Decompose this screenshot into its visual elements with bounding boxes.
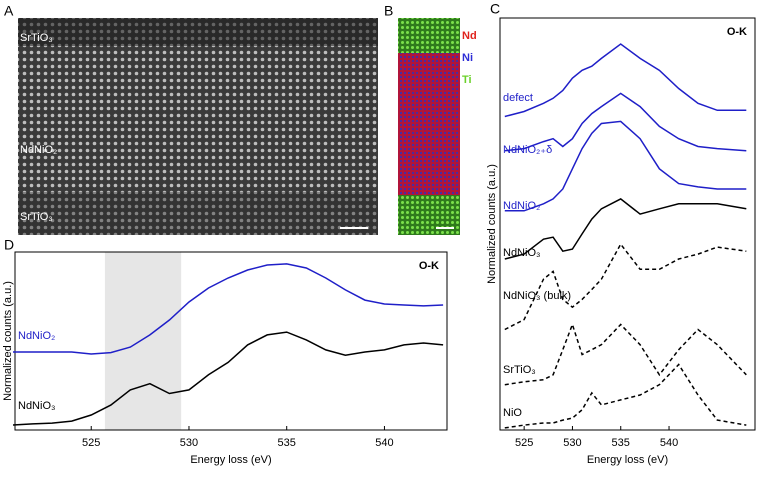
x-axis-label: Energy loss (eV) (587, 454, 668, 466)
series-label: SrTiO₃ (503, 364, 536, 376)
series-label: NdNiO₃ (bulk) (503, 290, 572, 302)
image-band (18, 192, 378, 235)
series-label: NdNiO₂₊δ (503, 144, 553, 156)
series-line (504, 43, 747, 118)
series-line (12, 331, 444, 426)
x-tick-label: 530 (180, 437, 198, 449)
layer-label: SrTiO₃ (20, 32, 53, 44)
series-label: NdNiO₂ (18, 330, 56, 342)
series-line (504, 242, 747, 331)
eels-map (398, 18, 460, 53)
panel-label: D (4, 237, 14, 253)
plot-frame (14, 251, 448, 431)
series-line (504, 92, 747, 152)
panel-label: B (384, 3, 393, 19)
x-tick-label: 540 (660, 437, 678, 449)
plot-frame (499, 17, 756, 431)
stem-image (18, 18, 378, 235)
y-axis-label: Normalized counts (a.u.) (2, 281, 14, 401)
panel-b: B (384, 3, 460, 235)
element-label: Nd (462, 30, 477, 42)
eels-map (398, 53, 460, 195)
image-band (18, 18, 378, 46)
series-label: NiO (503, 407, 522, 419)
series-line (504, 363, 747, 429)
x-tick-label: 525 (82, 437, 100, 449)
series-line (504, 322, 747, 386)
element-label: Ni (462, 52, 473, 64)
layer-label: NdNiO₂ (20, 144, 57, 156)
series-line (504, 120, 747, 212)
x-tick-label: 525 (515, 437, 533, 449)
y-axis-label: Normalized counts (a.u.) (486, 164, 498, 284)
layer-label: SrTiO₃ (20, 211, 53, 223)
x-tick-label: 540 (375, 437, 393, 449)
series-line (504, 198, 747, 260)
series-label: NdNiO₃ (18, 400, 56, 412)
series-label: NdNiO₂ (503, 200, 541, 212)
element-label: Ti (462, 74, 472, 86)
panel-label: C (490, 1, 500, 17)
panel-label: A (4, 3, 14, 19)
x-axis-label: Energy loss (eV) (190, 454, 271, 466)
annotation: O-K (727, 26, 747, 38)
series-line (13, 263, 444, 355)
series-label: defect (503, 92, 533, 104)
panel-a: A SrTiO₃ NdNiO₂ SrTiO₃ (4, 3, 378, 235)
series-label: NdNiO₃ (503, 247, 541, 259)
shaded-region (104, 252, 182, 430)
annotation: O-K (419, 260, 439, 272)
x-tick-label: 530 (563, 437, 581, 449)
x-tick-label: 535 (278, 437, 296, 449)
x-tick-label: 535 (612, 437, 630, 449)
